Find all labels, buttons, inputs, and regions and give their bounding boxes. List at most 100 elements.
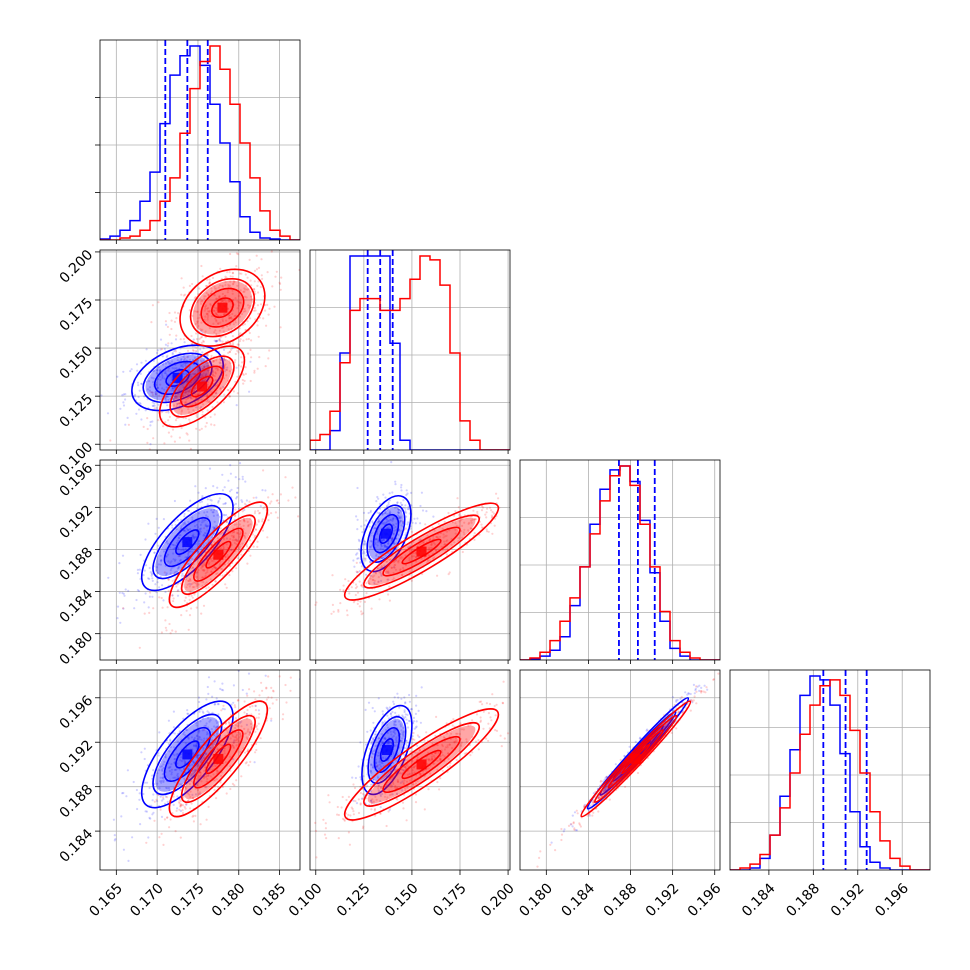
sample-point bbox=[166, 542, 169, 545]
sample-point bbox=[204, 523, 207, 526]
sample-point bbox=[359, 600, 362, 603]
sample-point bbox=[377, 539, 380, 542]
sample-point bbox=[193, 771, 196, 774]
sample-point bbox=[184, 401, 187, 404]
sample-point bbox=[270, 719, 273, 722]
sample-point bbox=[315, 601, 318, 604]
sample-point bbox=[491, 532, 494, 535]
sample-point bbox=[205, 581, 208, 584]
sample-point bbox=[221, 385, 225, 388]
sample-point bbox=[380, 765, 383, 768]
sample-point bbox=[237, 722, 240, 725]
sample-point bbox=[160, 559, 163, 562]
sample-point bbox=[375, 554, 378, 557]
sample-point bbox=[202, 359, 205, 362]
sample-point bbox=[250, 356, 253, 359]
sample-point bbox=[241, 475, 244, 478]
sample-point bbox=[247, 764, 250, 767]
sample-point bbox=[210, 559, 214, 563]
sample-point bbox=[391, 536, 394, 540]
sample-point bbox=[165, 574, 168, 577]
sample-point bbox=[185, 609, 188, 612]
sample-point bbox=[476, 510, 479, 514]
sample-point bbox=[160, 631, 163, 634]
sample-point bbox=[253, 309, 256, 312]
sample-point bbox=[268, 707, 271, 710]
sample-point bbox=[228, 722, 231, 725]
sample-point bbox=[385, 723, 389, 726]
sample-point bbox=[455, 758, 458, 762]
sample-point bbox=[634, 740, 637, 744]
sample-point bbox=[198, 297, 201, 300]
sample-point bbox=[253, 269, 257, 272]
sample-point bbox=[173, 320, 177, 323]
sample-point bbox=[389, 511, 392, 514]
sample-point bbox=[404, 766, 407, 769]
sample-point bbox=[214, 580, 217, 583]
sample-point bbox=[396, 692, 399, 695]
sample-point bbox=[351, 776, 354, 779]
sample-point bbox=[189, 807, 192, 810]
sample-point bbox=[395, 793, 398, 796]
sample-point bbox=[189, 590, 192, 593]
sample-point bbox=[385, 824, 388, 828]
sample-point bbox=[173, 367, 176, 370]
sample-point bbox=[394, 728, 397, 732]
sample-point bbox=[187, 551, 190, 554]
sample-point bbox=[168, 622, 171, 626]
sample-point bbox=[400, 483, 403, 487]
sample-point bbox=[203, 527, 206, 530]
sample-point bbox=[173, 559, 176, 563]
sample-point bbox=[347, 579, 350, 583]
sample-point bbox=[461, 550, 464, 554]
sample-point bbox=[223, 749, 226, 753]
sample-point bbox=[178, 730, 181, 733]
sample-point bbox=[258, 512, 261, 515]
sample-point bbox=[248, 500, 251, 503]
sample-point bbox=[374, 527, 377, 530]
sample-point bbox=[171, 386, 174, 390]
sample-point bbox=[248, 306, 251, 309]
sample-point bbox=[256, 545, 259, 549]
sample-point bbox=[228, 316, 231, 320]
sample-point bbox=[193, 593, 196, 596]
sample-point bbox=[476, 513, 479, 516]
sample-point bbox=[134, 393, 137, 396]
sample-point bbox=[236, 532, 239, 535]
sample-point bbox=[372, 802, 375, 805]
sample-point bbox=[214, 726, 217, 729]
sample-point bbox=[122, 592, 125, 596]
sample-point bbox=[162, 763, 165, 766]
sample-point bbox=[412, 716, 416, 720]
sample-point bbox=[397, 696, 400, 699]
sample-point bbox=[490, 719, 493, 722]
sample-point bbox=[235, 252, 238, 255]
sample-point bbox=[373, 574, 376, 577]
sample-point bbox=[414, 793, 418, 796]
sample-point bbox=[386, 726, 390, 729]
sample-point bbox=[191, 397, 194, 400]
sample-point bbox=[415, 694, 418, 698]
sample-point bbox=[193, 745, 196, 748]
sample-point bbox=[221, 320, 224, 323]
sample-point bbox=[222, 546, 225, 550]
sample-point bbox=[210, 290, 213, 293]
sample-point bbox=[400, 557, 403, 560]
panel-grid-0-0 bbox=[100, 40, 300, 240]
sample-point bbox=[230, 327, 233, 330]
sample-point bbox=[402, 807, 405, 810]
sample-point bbox=[240, 532, 243, 535]
contour-line bbox=[158, 345, 246, 428]
sample-point bbox=[187, 554, 190, 557]
sample-point bbox=[167, 589, 170, 592]
sample-point bbox=[684, 691, 687, 694]
sample-point bbox=[228, 490, 232, 493]
sample-point bbox=[170, 567, 173, 570]
sample-point bbox=[348, 843, 351, 846]
sample-point bbox=[391, 519, 394, 523]
sample-point bbox=[397, 515, 400, 518]
sample-point bbox=[243, 508, 246, 512]
sample-point bbox=[221, 682, 224, 685]
sample-point bbox=[447, 752, 450, 755]
sample-point bbox=[394, 719, 397, 723]
